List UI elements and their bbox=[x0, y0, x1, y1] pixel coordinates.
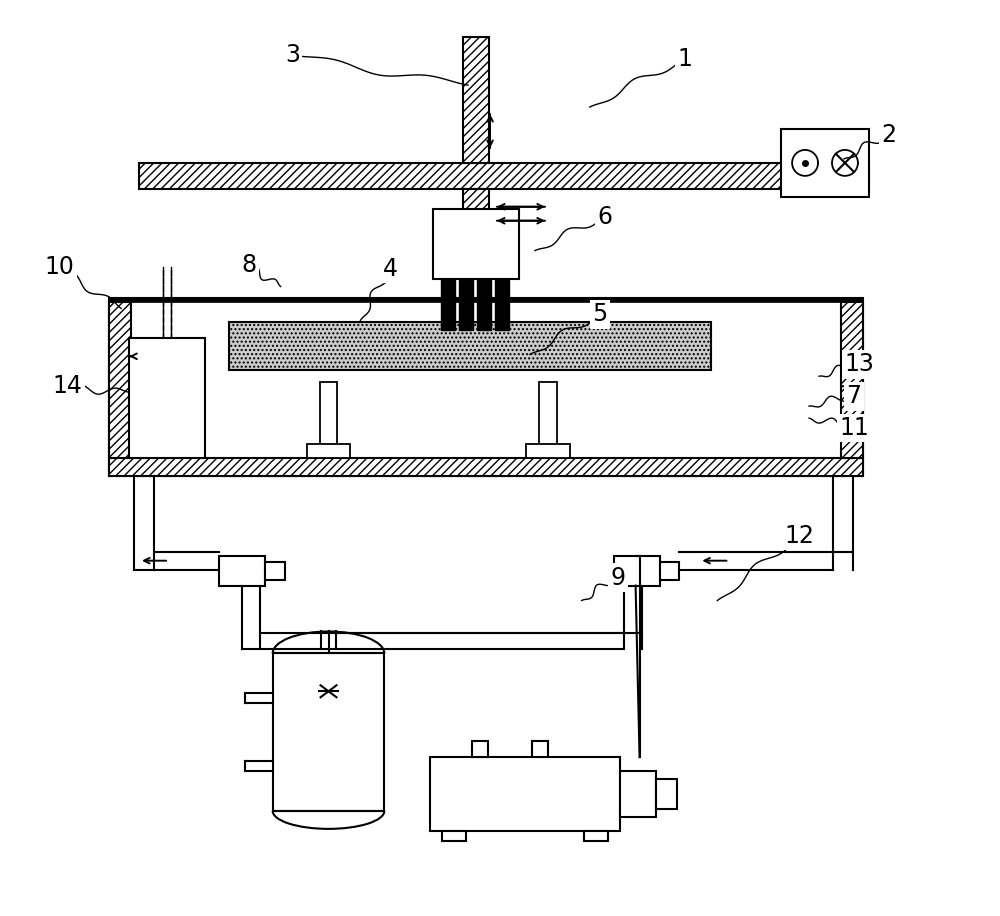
Text: 7: 7 bbox=[846, 384, 861, 409]
Bar bbox=[584, 831, 608, 841]
Text: 10: 10 bbox=[44, 255, 74, 278]
Bar bbox=[614, 556, 660, 585]
Bar bbox=[109, 302, 131, 458]
Bar bbox=[495, 278, 509, 331]
Bar bbox=[841, 302, 863, 458]
Bar bbox=[139, 163, 869, 189]
Bar bbox=[219, 556, 265, 585]
Text: 8: 8 bbox=[241, 253, 256, 277]
Text: 13: 13 bbox=[844, 353, 874, 376]
Text: 6: 6 bbox=[597, 205, 612, 229]
Text: 14: 14 bbox=[52, 375, 82, 398]
Bar bbox=[430, 758, 620, 831]
Bar bbox=[463, 189, 489, 278]
Text: 4: 4 bbox=[383, 256, 398, 280]
Text: 3: 3 bbox=[285, 43, 300, 67]
Bar bbox=[620, 771, 656, 817]
Bar bbox=[229, 322, 711, 370]
Text: 12: 12 bbox=[784, 524, 814, 548]
Bar bbox=[442, 831, 466, 841]
Bar bbox=[433, 209, 519, 278]
Bar bbox=[129, 338, 205, 458]
Bar bbox=[109, 299, 863, 302]
Text: 9: 9 bbox=[610, 566, 625, 590]
Bar bbox=[477, 278, 491, 331]
Bar bbox=[265, 562, 285, 580]
Bar bbox=[109, 299, 863, 476]
Bar bbox=[539, 382, 557, 458]
Bar bbox=[109, 458, 863, 476]
Text: 11: 11 bbox=[839, 416, 869, 440]
Bar bbox=[320, 382, 337, 458]
Bar bbox=[781, 129, 869, 197]
Bar bbox=[273, 653, 384, 811]
Text: 1: 1 bbox=[677, 48, 692, 71]
Bar bbox=[459, 278, 473, 331]
Bar bbox=[526, 444, 570, 458]
Bar bbox=[441, 278, 455, 331]
Text: 5: 5 bbox=[592, 302, 607, 326]
Bar bbox=[656, 779, 677, 809]
Text: 2: 2 bbox=[881, 123, 896, 147]
Bar bbox=[660, 562, 679, 580]
Bar bbox=[463, 38, 489, 163]
Bar bbox=[472, 741, 488, 758]
Bar bbox=[307, 444, 350, 458]
Bar bbox=[532, 741, 548, 758]
